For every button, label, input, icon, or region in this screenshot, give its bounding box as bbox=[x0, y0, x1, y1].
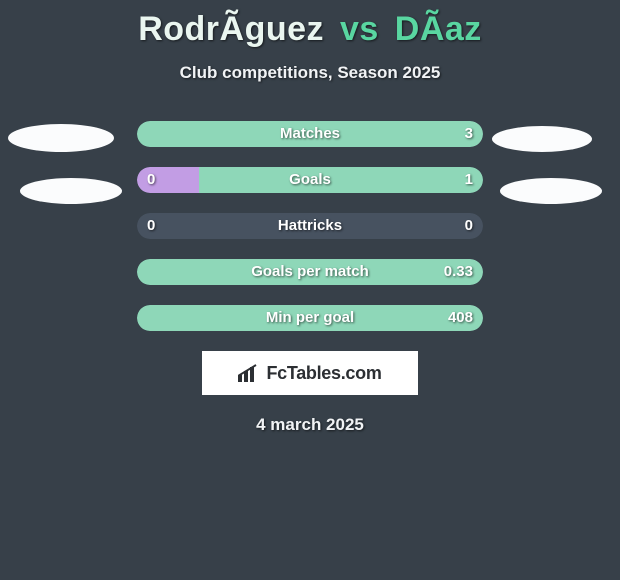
bars-icon bbox=[238, 364, 260, 382]
vs-label: vs bbox=[340, 10, 379, 48]
stat-label: Hattricks bbox=[137, 213, 483, 239]
date-label: 4 march 2025 bbox=[0, 415, 620, 435]
stat-label: Matches bbox=[137, 121, 483, 147]
player2-name: DÃ­az bbox=[395, 10, 482, 48]
stat-row: 3Matches bbox=[137, 121, 483, 147]
decorative-ellipse bbox=[500, 178, 602, 204]
brand-badge: FcTables.com bbox=[202, 351, 418, 395]
stat-label: Goals bbox=[137, 167, 483, 193]
page-title: RodrÃ­guez vs DÃ­az bbox=[0, 0, 620, 49]
stat-label: Goals per match bbox=[137, 259, 483, 285]
decorative-ellipse bbox=[492, 126, 592, 152]
stat-row: 01Goals bbox=[137, 167, 483, 193]
subtitle: Club competitions, Season 2025 bbox=[0, 63, 620, 83]
stat-label: Min per goal bbox=[137, 305, 483, 331]
decorative-ellipse bbox=[8, 124, 114, 152]
stat-row: 408Min per goal bbox=[137, 305, 483, 331]
stats-bars: 3Matches 01Goals 00Hattricks 0.33Goals per … bbox=[137, 121, 483, 331]
stat-row: 0.33Goals per match bbox=[137, 259, 483, 285]
player1-name: RodrÃ­guez bbox=[138, 10, 324, 48]
brand-text: FcTables.com bbox=[266, 363, 381, 384]
stat-row: 00Hattricks bbox=[137, 213, 483, 239]
decorative-ellipse bbox=[20, 178, 122, 204]
